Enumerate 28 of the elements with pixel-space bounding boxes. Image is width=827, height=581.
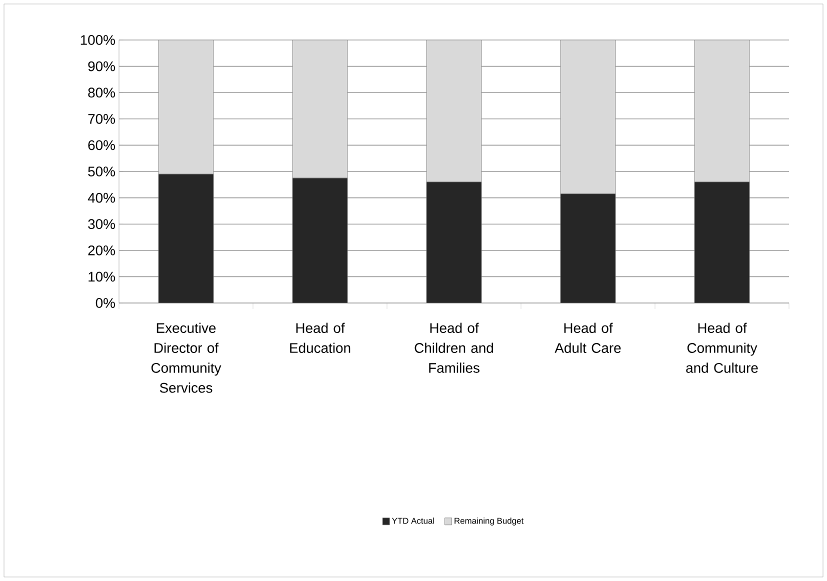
y-tick-label: 90% [88, 61, 115, 72]
bar [158, 40, 214, 174]
bar [158, 174, 214, 303]
bar [694, 40, 750, 182]
legend-label: YTD Actual [392, 518, 434, 524]
x-tick-label: Head of Community and Culture [686, 322, 758, 373]
bar [292, 40, 348, 178]
bar [292, 178, 348, 303]
x-tick-label: Head of Adult Care [554, 322, 621, 353]
y-tick-label: 100% [80, 35, 115, 45]
y-tick-label: 80% [88, 88, 115, 98]
bar [426, 40, 482, 182]
legend-label: Remaining Budget [454, 518, 524, 526]
y-tick-label: 70% [88, 114, 115, 124]
bar [694, 182, 750, 303]
y-tick-label: 10% [88, 272, 115, 282]
y-tick-label: 20% [88, 245, 115, 256]
y-tick-label: 40% [88, 192, 115, 203]
bar [560, 194, 616, 303]
x-tick-label: Executive Director of Community Services [151, 322, 222, 393]
bar [426, 182, 482, 303]
y-tick-label: 0% [96, 298, 115, 308]
y-tick-label: 50% [88, 166, 115, 176]
x-tick-label: Head of Children and Families [414, 322, 494, 373]
bar [560, 40, 616, 194]
y-tick-label: 60% [88, 140, 115, 150]
y-tick-label: 30% [88, 219, 115, 230]
x-tick-label: Head of Education [290, 322, 350, 353]
